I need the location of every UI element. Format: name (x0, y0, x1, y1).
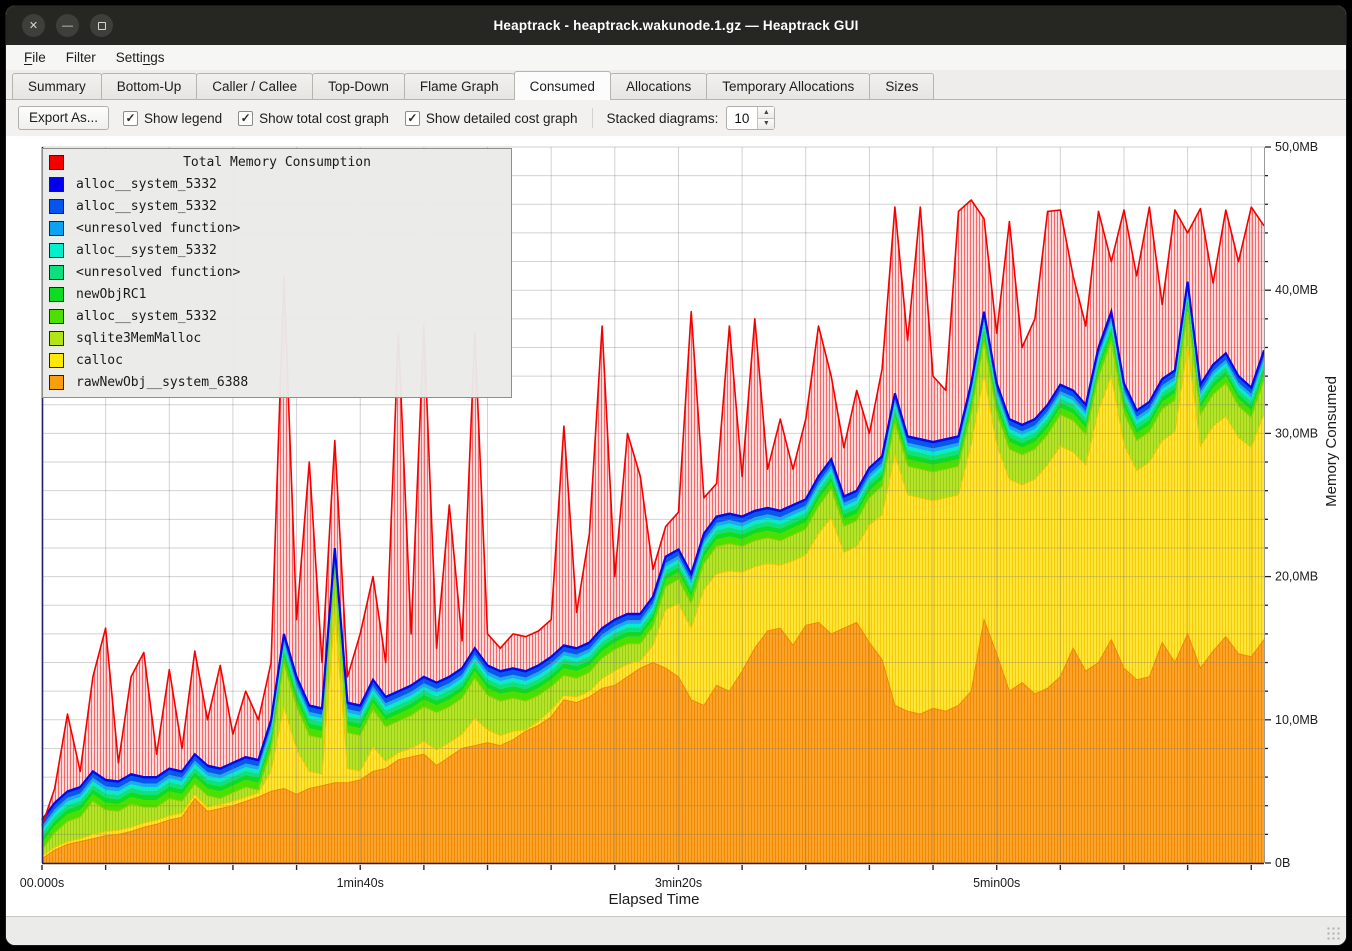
legend-label: alloc__system_5332 (76, 309, 217, 324)
tab-bottom-up[interactable]: Bottom-Up (101, 73, 198, 99)
legend-swatch (49, 221, 64, 236)
tab-top-down[interactable]: Top-Down (312, 73, 405, 99)
legend-label: <unresolved function> (76, 265, 240, 280)
y-tick-label: 20,0MB (1275, 570, 1318, 584)
legend-title-row: Total Memory Consumption (43, 151, 511, 173)
legend-item: alloc__system_5332 (43, 173, 511, 195)
checkbox-box[interactable]: ✓ (405, 111, 420, 126)
title-bar: ✕ — Heaptrack - heaptrack.wakunode.1.gz … (6, 6, 1346, 45)
resize-grip-icon[interactable] (1326, 926, 1340, 940)
tab-allocations[interactable]: Allocations (610, 73, 707, 99)
legend-title: Total Memory Consumption (43, 155, 511, 170)
maximize-button[interactable] (90, 14, 113, 37)
export-as-button[interactable]: Export As... (18, 106, 109, 130)
maximize-icon (98, 22, 106, 30)
legend-swatch (49, 177, 64, 192)
heaptrack-window: ✕ — Heaptrack - heaptrack.wakunode.1.gz … (5, 5, 1347, 946)
menu-item-settings[interactable]: Settings (106, 47, 175, 68)
x-tick-label: 5min00s (973, 876, 1020, 890)
checkbox-box[interactable]: ✓ (238, 111, 253, 126)
legend-item: alloc__system_5332 (43, 305, 511, 327)
checkbox-show-total-cost-graph[interactable]: ✓ Show total cost graph (238, 111, 389, 126)
checkbox-label: Show legend (144, 111, 222, 126)
checkbox-show-legend[interactable]: ✓ Show legend (123, 111, 222, 126)
stacked-diagrams-label: Stacked diagrams: (607, 111, 719, 126)
legend-label: calloc (76, 353, 123, 368)
legend-label: <unresolved function> (76, 221, 240, 236)
legend-item: alloc__system_5332 (43, 195, 511, 217)
legend-label: alloc__system_5332 (76, 199, 217, 214)
legend-item: newObjRC1 (43, 283, 511, 305)
legend-swatch (49, 287, 64, 302)
legend-item: rawNewObj__system_6388 (43, 371, 511, 393)
legend-swatch (49, 199, 64, 214)
y-axis-title: Memory Consumed (1323, 376, 1340, 507)
legend-swatch (49, 309, 64, 324)
consumed-chart-area: 00.000s 1min40s 3min20s 5min00s 0B 10,0MB 20,0… (6, 136, 1346, 916)
checkbox-show-detailed-cost-graph[interactable]: ✓ Show detailed cost graph (405, 111, 578, 126)
spin-down-icon[interactable]: ▼ (758, 119, 774, 130)
tab-caller-callee[interactable]: Caller / Callee (196, 73, 313, 99)
spin-up-icon[interactable]: ▲ (758, 107, 774, 119)
minimize-icon: — (62, 20, 73, 32)
legend-item: alloc__system_5332 (43, 239, 511, 261)
tab-temporary-allocations[interactable]: Temporary Allocations (706, 73, 870, 99)
legend-swatch (49, 353, 64, 368)
menu-bar: FileFilterSettings (6, 45, 1346, 70)
legend-label: alloc__system_5332 (76, 243, 217, 258)
legend-swatch (49, 331, 64, 346)
legend-item: <unresolved function> (43, 217, 511, 239)
legend-item: <unresolved function> (43, 261, 511, 283)
chart-legend: Total Memory Consumption alloc__system_5… (42, 148, 512, 398)
tab-sizes[interactable]: Sizes (869, 73, 934, 99)
legend-label: alloc__system_5332 (76, 177, 217, 192)
check-mark-icon: ✓ (241, 112, 251, 124)
legend-label: newObjRC1 (76, 287, 146, 302)
menu-item-filter[interactable]: Filter (56, 47, 106, 68)
y-tick-label: 0B (1275, 856, 1290, 870)
check-mark-icon: ✓ (407, 112, 417, 124)
tab-consumed[interactable]: Consumed (514, 71, 611, 100)
x-tick-label: 3min20s (655, 876, 702, 890)
status-bar (6, 916, 1346, 945)
y-tick-label: 10,0MB (1275, 713, 1318, 727)
checkbox-label: Show total cost graph (259, 111, 389, 126)
window-title: Heaptrack - heaptrack.wakunode.1.gz — He… (6, 18, 1346, 33)
x-tick-label: 00.000s (20, 876, 64, 890)
x-tick-label: 1min40s (337, 876, 384, 890)
checkbox-label: Show detailed cost graph (426, 111, 578, 126)
toolbar-separator (592, 108, 593, 128)
close-button[interactable]: ✕ (22, 14, 45, 37)
y-tick-label: 40,0MB (1275, 283, 1318, 297)
tab-flame-graph[interactable]: Flame Graph (404, 73, 515, 99)
close-icon: ✕ (29, 19, 38, 32)
minimize-button[interactable]: — (56, 14, 79, 37)
tab-bar: SummaryBottom-UpCaller / CalleeTop-DownF… (6, 70, 1346, 100)
legend-label: rawNewObj__system_6388 (76, 375, 248, 390)
stacked-diagrams-spinbox[interactable]: 10 ▲ ▼ (726, 106, 775, 130)
x-axis-title: Elapsed Time (464, 891, 844, 908)
legend-swatch (49, 265, 64, 280)
toolbar: Export As... ✓ Show legend ✓ Show total … (6, 100, 1346, 136)
y-tick-label: 50,0MB (1275, 140, 1318, 154)
legend-swatch (49, 375, 64, 390)
checkbox-box[interactable]: ✓ (123, 111, 138, 126)
legend-item: calloc (43, 349, 511, 371)
stacked-diagrams-value[interactable]: 10 (727, 107, 757, 129)
menu-item-file[interactable]: File (14, 47, 56, 68)
y-tick-label: 30,0MB (1275, 426, 1318, 440)
tab-summary[interactable]: Summary (12, 73, 102, 99)
legend-swatch (49, 243, 64, 258)
legend-label: sqlite3MemMalloc (76, 331, 201, 346)
legend-item: sqlite3MemMalloc (43, 327, 511, 349)
check-mark-icon: ✓ (126, 112, 136, 124)
